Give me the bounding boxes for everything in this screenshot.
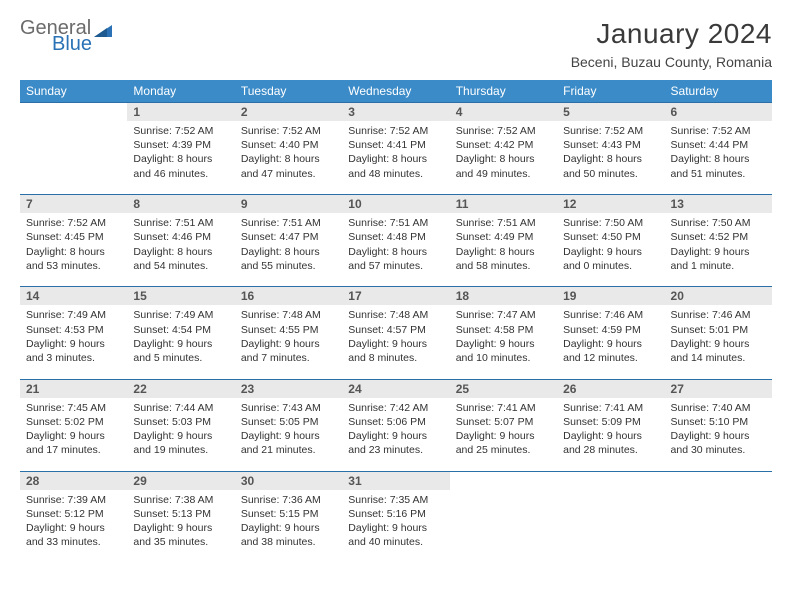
day-number: 5 — [557, 103, 664, 122]
day-number: 19 — [557, 287, 664, 306]
weekday-header: Wednesday — [342, 80, 449, 103]
day-number-row: 28293031 — [20, 471, 772, 490]
day-detail: Sunrise: 7:51 AMSunset: 4:49 PMDaylight:… — [450, 213, 557, 281]
header: General Blue January 2024 Beceni, Buzau … — [20, 18, 772, 70]
day-number: 3 — [342, 103, 449, 122]
day-detail: Sunrise: 7:50 AMSunset: 4:52 PMDaylight:… — [665, 213, 772, 281]
title-block: January 2024 Beceni, Buzau County, Roman… — [571, 18, 772, 70]
day-detail-row: Sunrise: 7:39 AMSunset: 5:12 PMDaylight:… — [20, 490, 772, 558]
day-detail — [20, 121, 127, 189]
day-number: 4 — [450, 103, 557, 122]
day-number: 17 — [342, 287, 449, 306]
day-number-row: 14151617181920 — [20, 287, 772, 306]
day-detail: Sunrise: 7:39 AMSunset: 5:12 PMDaylight:… — [20, 490, 127, 558]
weekday-header: Monday — [127, 80, 234, 103]
day-number: 29 — [127, 471, 234, 490]
day-detail: Sunrise: 7:35 AMSunset: 5:16 PMDaylight:… — [342, 490, 449, 558]
day-detail: Sunrise: 7:45 AMSunset: 5:02 PMDaylight:… — [20, 398, 127, 466]
day-detail: Sunrise: 7:46 AMSunset: 4:59 PMDaylight:… — [557, 305, 664, 373]
day-number: 28 — [20, 471, 127, 490]
day-number: 8 — [127, 195, 234, 214]
calendar-table: Sunday Monday Tuesday Wednesday Thursday… — [20, 80, 772, 563]
day-number: 1 — [127, 103, 234, 122]
day-number: 7 — [20, 195, 127, 214]
day-detail: Sunrise: 7:36 AMSunset: 5:15 PMDaylight:… — [235, 490, 342, 558]
day-detail — [450, 490, 557, 558]
day-detail: Sunrise: 7:52 AMSunset: 4:39 PMDaylight:… — [127, 121, 234, 189]
day-detail: Sunrise: 7:48 AMSunset: 4:55 PMDaylight:… — [235, 305, 342, 373]
day-detail-row: Sunrise: 7:52 AMSunset: 4:45 PMDaylight:… — [20, 213, 772, 281]
day-number: 12 — [557, 195, 664, 214]
logo-triangle-icon — [94, 23, 116, 50]
weekday-header: Thursday — [450, 80, 557, 103]
spacer-row — [20, 557, 772, 563]
month-title: January 2024 — [571, 18, 772, 50]
day-number-row: 123456 — [20, 103, 772, 122]
day-number: 2 — [235, 103, 342, 122]
day-detail-row: Sunrise: 7:45 AMSunset: 5:02 PMDaylight:… — [20, 398, 772, 466]
day-detail — [665, 490, 772, 558]
weekday-header: Tuesday — [235, 80, 342, 103]
day-detail: Sunrise: 7:52 AMSunset: 4:44 PMDaylight:… — [665, 121, 772, 189]
day-number: 31 — [342, 471, 449, 490]
day-number: 30 — [235, 471, 342, 490]
day-detail: Sunrise: 7:43 AMSunset: 5:05 PMDaylight:… — [235, 398, 342, 466]
day-detail: Sunrise: 7:52 AMSunset: 4:45 PMDaylight:… — [20, 213, 127, 281]
day-number: 21 — [20, 379, 127, 398]
weekday-header: Friday — [557, 80, 664, 103]
weekday-header-row: Sunday Monday Tuesday Wednesday Thursday… — [20, 80, 772, 103]
day-number: 15 — [127, 287, 234, 306]
day-number: 24 — [342, 379, 449, 398]
day-detail: Sunrise: 7:51 AMSunset: 4:47 PMDaylight:… — [235, 213, 342, 281]
day-number: 20 — [665, 287, 772, 306]
day-number: 22 — [127, 379, 234, 398]
day-detail: Sunrise: 7:52 AMSunset: 4:42 PMDaylight:… — [450, 121, 557, 189]
day-number — [450, 471, 557, 490]
day-number: 27 — [665, 379, 772, 398]
day-number: 11 — [450, 195, 557, 214]
day-number: 13 — [665, 195, 772, 214]
day-detail: Sunrise: 7:41 AMSunset: 5:07 PMDaylight:… — [450, 398, 557, 466]
day-detail: Sunrise: 7:40 AMSunset: 5:10 PMDaylight:… — [665, 398, 772, 466]
day-number: 18 — [450, 287, 557, 306]
day-number: 26 — [557, 379, 664, 398]
day-detail: Sunrise: 7:52 AMSunset: 4:41 PMDaylight:… — [342, 121, 449, 189]
day-number — [665, 471, 772, 490]
day-detail: Sunrise: 7:46 AMSunset: 5:01 PMDaylight:… — [665, 305, 772, 373]
day-number-row: 21222324252627 — [20, 379, 772, 398]
logo: General Blue — [20, 18, 116, 54]
day-detail: Sunrise: 7:42 AMSunset: 5:06 PMDaylight:… — [342, 398, 449, 466]
day-number: 6 — [665, 103, 772, 122]
day-number: 16 — [235, 287, 342, 306]
day-detail: Sunrise: 7:52 AMSunset: 4:40 PMDaylight:… — [235, 121, 342, 189]
day-detail: Sunrise: 7:50 AMSunset: 4:50 PMDaylight:… — [557, 213, 664, 281]
weekday-header: Saturday — [665, 80, 772, 103]
day-detail: Sunrise: 7:51 AMSunset: 4:46 PMDaylight:… — [127, 213, 234, 281]
day-detail: Sunrise: 7:47 AMSunset: 4:58 PMDaylight:… — [450, 305, 557, 373]
day-detail-row: Sunrise: 7:49 AMSunset: 4:53 PMDaylight:… — [20, 305, 772, 373]
day-detail — [557, 490, 664, 558]
day-number-row: 78910111213 — [20, 195, 772, 214]
day-detail: Sunrise: 7:44 AMSunset: 5:03 PMDaylight:… — [127, 398, 234, 466]
day-detail: Sunrise: 7:41 AMSunset: 5:09 PMDaylight:… — [557, 398, 664, 466]
day-detail: Sunrise: 7:38 AMSunset: 5:13 PMDaylight:… — [127, 490, 234, 558]
day-detail: Sunrise: 7:49 AMSunset: 4:53 PMDaylight:… — [20, 305, 127, 373]
day-number: 10 — [342, 195, 449, 214]
weekday-header: Sunday — [20, 80, 127, 103]
day-detail: Sunrise: 7:49 AMSunset: 4:54 PMDaylight:… — [127, 305, 234, 373]
day-number: 25 — [450, 379, 557, 398]
day-number — [557, 471, 664, 490]
day-number: 9 — [235, 195, 342, 214]
day-detail: Sunrise: 7:48 AMSunset: 4:57 PMDaylight:… — [342, 305, 449, 373]
location: Beceni, Buzau County, Romania — [571, 54, 772, 70]
day-detail-row: Sunrise: 7:52 AMSunset: 4:39 PMDaylight:… — [20, 121, 772, 189]
logo-text-blue: Blue — [52, 34, 92, 54]
day-number — [20, 103, 127, 122]
day-number: 23 — [235, 379, 342, 398]
day-number: 14 — [20, 287, 127, 306]
day-detail: Sunrise: 7:51 AMSunset: 4:48 PMDaylight:… — [342, 213, 449, 281]
day-detail: Sunrise: 7:52 AMSunset: 4:43 PMDaylight:… — [557, 121, 664, 189]
